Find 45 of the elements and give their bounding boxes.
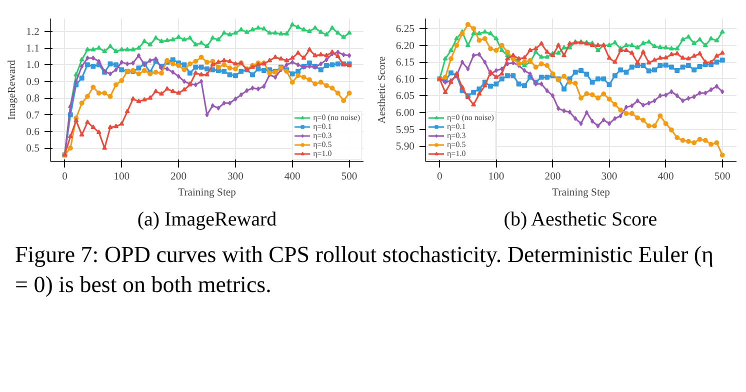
x-tick-label: 500 xyxy=(714,172,730,182)
y-tick-label: 0.6 xyxy=(26,126,40,138)
legend-label: η=0.1 xyxy=(313,122,333,131)
x-tick-label: 100 xyxy=(488,172,504,182)
legend-label: η=0 (no noise) xyxy=(313,113,360,122)
y-axis-title: ImageReward xyxy=(7,59,18,120)
x-tick-label: 100 xyxy=(114,172,130,182)
legend-label: η=0.5 xyxy=(447,140,467,149)
legend-label: η=0.5 xyxy=(313,140,333,149)
text: (a) ImageReward xyxy=(137,208,277,230)
x-axis-title: Training Step xyxy=(178,188,236,198)
y-tick-label: 6.20 xyxy=(396,40,415,52)
x-tick-label: 300 xyxy=(601,172,618,182)
x-tick-label: 200 xyxy=(170,172,187,182)
caption: Figure 7: OPD curves with CPS rollout stochasticity. Deterministic Euler (η = 0) is best on both metrics. xyxy=(15,241,715,299)
x-tick-label: 400 xyxy=(284,172,300,182)
text: (b) Aesthetic Score xyxy=(504,208,658,230)
y-tick-label: 0.7 xyxy=(26,110,40,122)
y-tick-label: 0.5 xyxy=(26,144,40,155)
y-tick-label: 6.05 xyxy=(396,91,415,102)
y-axis-title: Aesthetic Score xyxy=(376,56,388,124)
y-tick-label: 0.8 xyxy=(26,94,40,105)
y-tick-label: 1.1 xyxy=(26,44,40,55)
legend-label: η=0.1 xyxy=(447,122,467,131)
y-tick-label: 6.15 xyxy=(396,58,415,69)
x-tick-label: 0 xyxy=(436,172,442,182)
y-tick-label: 6.25 xyxy=(396,24,415,36)
x-tick-label: 0 xyxy=(62,172,68,182)
legend-label: η=0.3 xyxy=(447,131,467,140)
legend-label: η=1.0 xyxy=(313,149,333,158)
x-axis-title: Training Step xyxy=(552,188,610,198)
legend-label: η=0 (no noise) xyxy=(447,113,494,122)
y-tick-label: 6.10 xyxy=(396,74,415,86)
y-tick-label: 5.95 xyxy=(396,124,415,136)
x-tick-label: 300 xyxy=(227,172,244,182)
y-tick-label: 5.90 xyxy=(396,142,415,153)
y-tick-label: 1.2 xyxy=(26,26,40,38)
x-tick-label: 500 xyxy=(341,172,358,182)
y-tick-label: 0.9 xyxy=(26,76,40,88)
x-tick-label: 400 xyxy=(658,172,674,182)
legend-label: η=1.0 xyxy=(447,149,467,158)
x-tick-label: 200 xyxy=(544,172,561,182)
y-tick-label: 6.00 xyxy=(396,108,415,119)
y-tick-label: 1.0 xyxy=(26,60,40,72)
legend-label: η=0.3 xyxy=(313,131,333,140)
